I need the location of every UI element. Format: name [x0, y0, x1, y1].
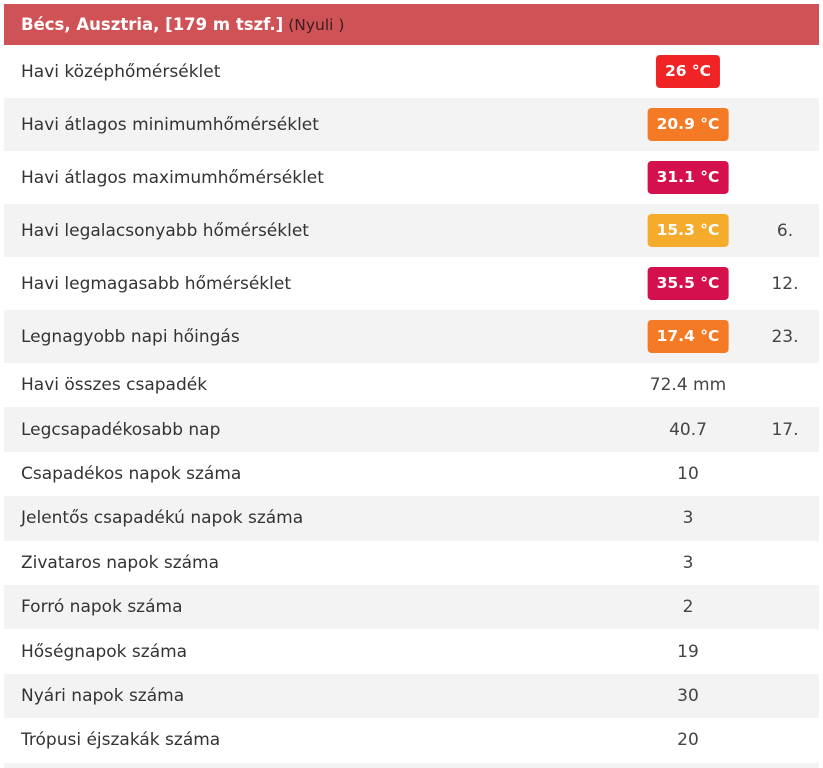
row-label: Csapadékos napok száma	[21, 463, 242, 484]
day-value: 17.	[771, 419, 799, 440]
table-row: Zivataros napok száma 3	[4, 541, 819, 585]
table-row: Havi átlagos minimumhőmérséklet 20.9 °C	[4, 98, 819, 151]
table-row: Hőségnapok száma 19	[4, 629, 819, 673]
row-label: Forró napok száma	[21, 597, 183, 618]
row-label: Legcsapadékosabb nap	[21, 419, 221, 440]
row-label: Havi átlagos minimumhőmérséklet	[21, 114, 319, 135]
table-row: Havi legalacsonyabb hőmérséklet 15.3 °C …	[4, 204, 819, 257]
row-value: 30	[677, 685, 699, 706]
value-badge: 15.3 °C	[647, 214, 729, 247]
table-row: Csapadékos napok száma 10	[4, 452, 819, 496]
row-label: Havi legalacsonyabb hőmérséklet	[21, 220, 309, 241]
row-label: Havi középhőmérséklet	[21, 61, 221, 82]
row-label: Legnagyobb napi hőingás	[21, 326, 240, 347]
table-row: Nyári napok száma 30	[4, 673, 819, 719]
value-badge: 26 °C	[655, 55, 721, 88]
row-label: Trópusi éjszakák száma	[21, 730, 221, 751]
table-row: Havi átlagos maximumhőmérséklet 31.1 °C	[4, 151, 819, 204]
row-label: Zivataros napok száma	[21, 552, 220, 573]
row-label: Hőségnapok száma	[21, 641, 188, 662]
location-title: Bécs, Ausztria, [179 m tszf.]	[21, 15, 284, 34]
row-value: 20	[677, 730, 699, 751]
table-row: Forró napok száma 2	[4, 584, 819, 630]
value-badge: 17.4 °C	[647, 320, 729, 353]
table-bottom-strip	[4, 763, 819, 768]
row-label: Havi összes csapadék	[21, 375, 208, 396]
day-value: 6.	[776, 220, 794, 241]
table-header: Bécs, Ausztria, [179 m tszf.] (Nyuli )	[4, 4, 819, 45]
table-row: Jelentős csapadékú napok száma 3	[4, 496, 819, 541]
table-row: Legcsapadékosabb nap 40.7 17.	[4, 407, 819, 452]
row-value: 19	[677, 641, 699, 662]
value-badge: 20.9 °C	[647, 108, 729, 141]
day-value: 12.	[771, 273, 799, 294]
row-value: 10	[677, 463, 699, 484]
climate-table: Bécs, Ausztria, [179 m tszf.] (Nyuli ) H…	[4, 4, 819, 763]
row-value: 40.7	[669, 419, 707, 440]
table-row: Legnagyobb napi hőingás 17.4 °C 23.	[4, 310, 819, 363]
row-label: Havi legmagasabb hőmérséklet	[21, 273, 291, 294]
row-value: 3	[682, 552, 694, 573]
value-badge: 31.1 °C	[647, 161, 729, 194]
day-value: 23.	[771, 326, 799, 347]
row-label: Nyári napok száma	[21, 685, 185, 706]
table-row: Havi középhőmérséklet 26 °C	[4, 45, 819, 98]
row-value: 2	[682, 597, 694, 618]
table-row: Trópusi éjszakák száma 20	[4, 718, 819, 762]
location-subtitle: (Nyuli )	[288, 15, 345, 34]
row-value: 3	[682, 508, 694, 529]
row-value: 72.4 mm	[649, 375, 727, 396]
row-label: Havi átlagos maximumhőmérséklet	[21, 167, 324, 188]
table-row: Havi legmagasabb hőmérséklet 35.5 °C 12.	[4, 257, 819, 310]
value-badge: 35.5 °C	[647, 267, 729, 300]
table-row: Havi összes csapadék 72.4 mm	[4, 363, 819, 407]
row-label: Jelentős csapadékú napok száma	[21, 508, 304, 529]
